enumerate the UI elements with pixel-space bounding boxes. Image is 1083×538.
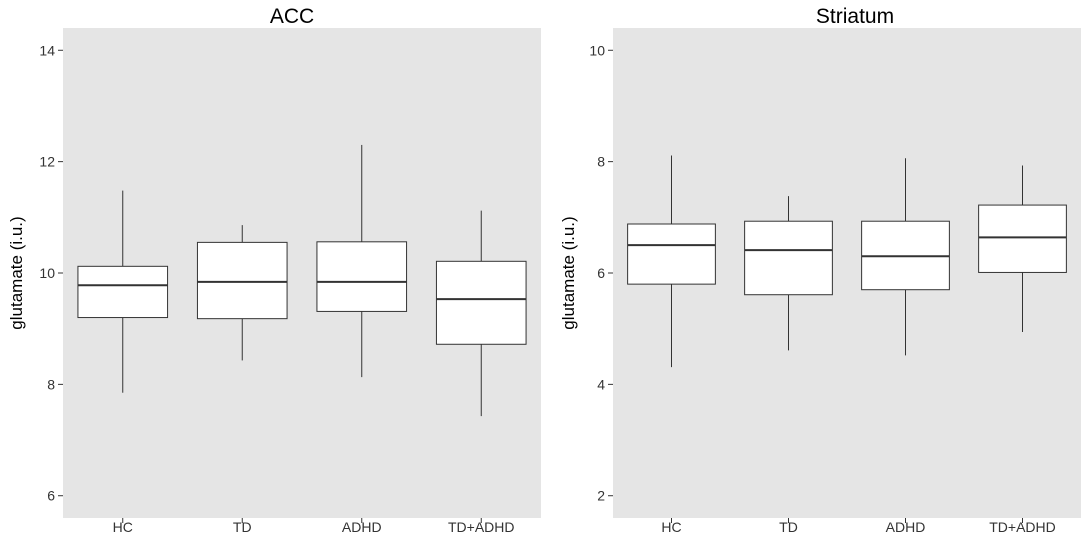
y-tick-label: 6 bbox=[597, 265, 605, 281]
x-tick-label: HC bbox=[661, 519, 681, 535]
chart-title: ACC bbox=[270, 5, 314, 28]
y-tick-label: 12 bbox=[39, 154, 55, 170]
y-tick-label: 8 bbox=[597, 154, 605, 170]
box-adhd bbox=[861, 158, 950, 356]
y-axis-label: glutamate (i.u.) bbox=[7, 216, 26, 329]
x-tick-label: HC bbox=[113, 519, 133, 535]
box-hc bbox=[627, 155, 716, 368]
box-td-adhd bbox=[435, 210, 527, 417]
chart-panel-acc: ACC glutamate (i.u.) 6 8 10 12 14 HC TD ADHD TD+AD… bbox=[7, 5, 541, 535]
x-tick-label: TD+ADHD bbox=[989, 519, 1056, 535]
y-tick-label: 10 bbox=[39, 265, 55, 281]
y-tick-label: 4 bbox=[597, 376, 605, 392]
box-iqr bbox=[196, 241, 288, 320]
chart-title: Striatum bbox=[816, 5, 894, 28]
x-tick-label: ADHD bbox=[886, 519, 926, 535]
y-axis-label: glutamate (i.u.) bbox=[559, 216, 578, 329]
x-tick-label: ADHD bbox=[342, 519, 382, 535]
box-adhd bbox=[316, 144, 408, 378]
y-tick-label: 14 bbox=[39, 42, 55, 58]
y-tick-label: 10 bbox=[589, 42, 605, 58]
box-td bbox=[196, 225, 288, 361]
box-td bbox=[744, 196, 833, 351]
box-hc bbox=[77, 190, 169, 393]
box-iqr bbox=[316, 241, 408, 312]
x-tick-label: TD bbox=[233, 519, 252, 535]
box-iqr bbox=[744, 220, 833, 296]
y-tick-label: 6 bbox=[47, 488, 55, 504]
y-tick-label: 2 bbox=[597, 488, 605, 504]
box-iqr bbox=[435, 260, 527, 345]
box-td-adhd bbox=[978, 165, 1067, 333]
box-iqr bbox=[627, 223, 716, 285]
box-iqr bbox=[77, 265, 169, 319]
box-iqr bbox=[978, 204, 1067, 273]
chart-panel-striatum: Striatum glutamate (i.u.) 2 4 6 8 10 HC TD ADHD TD… bbox=[559, 5, 1081, 535]
y-tick-label: 8 bbox=[47, 376, 55, 392]
x-tick-label: TD+ADHD bbox=[448, 519, 515, 535]
x-tick-label: TD bbox=[779, 519, 798, 535]
